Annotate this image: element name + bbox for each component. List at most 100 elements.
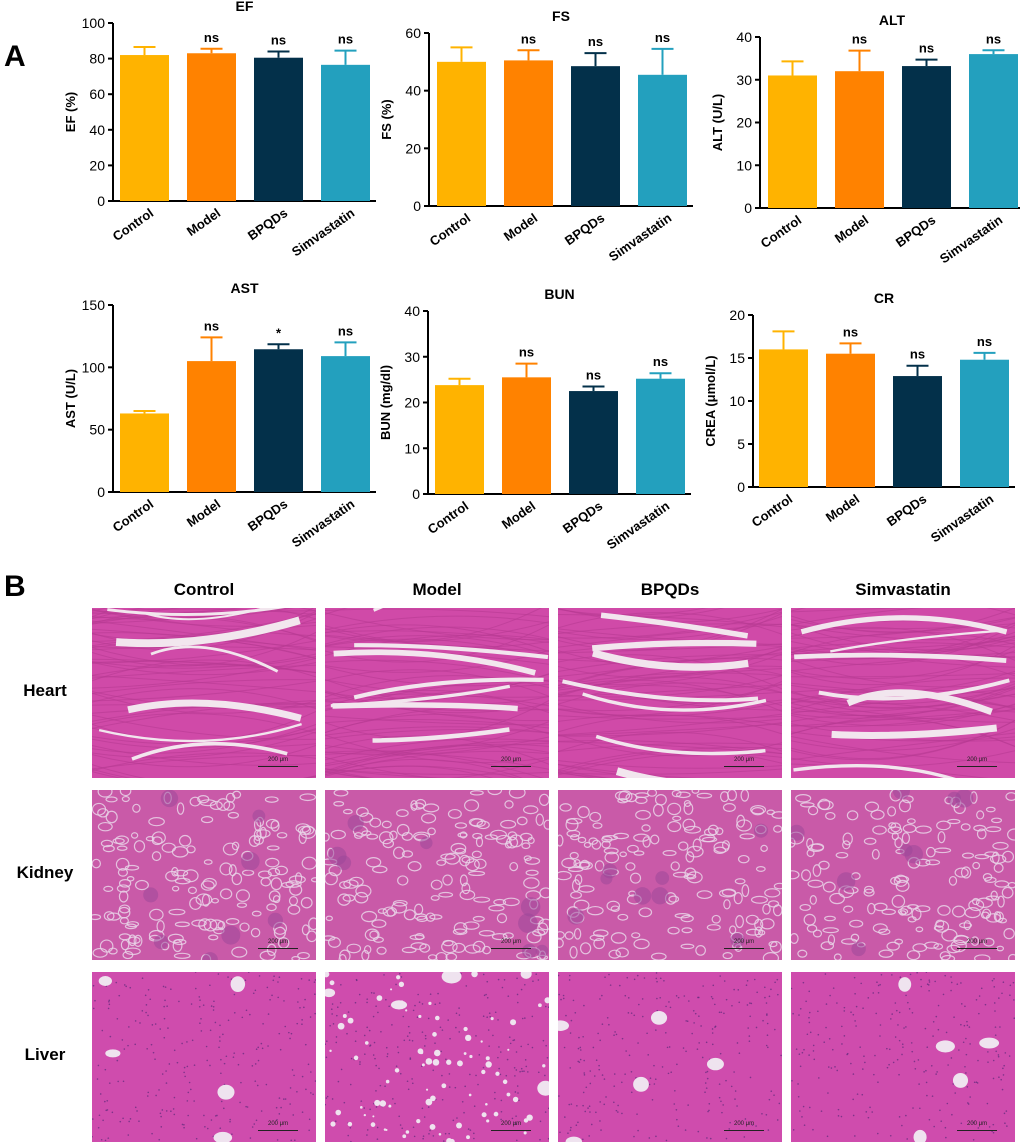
x-tick-label: Model	[823, 491, 862, 525]
y-tick-label: 0	[413, 198, 421, 214]
scale-bar	[258, 948, 298, 949]
x-tick-label: Control	[110, 496, 156, 535]
y-tick-label: 100	[82, 15, 106, 31]
y-tick-label: 20	[405, 140, 421, 156]
scale-bar-label: 200 μm	[501, 757, 522, 763]
histology-column-title: Model	[412, 580, 462, 599]
significance-label: ns	[271, 32, 286, 47]
bar-model	[187, 53, 236, 202]
significance-label: ns	[586, 367, 601, 382]
scale-bar-label: 200 μm	[967, 1121, 988, 1127]
bar-control	[435, 385, 484, 494]
y-tick-label: 60	[89, 86, 105, 102]
bar-bpqds	[254, 349, 303, 492]
chart-alt: ALT 0 10 20 30 40 ALT (U/L) Control ns Model ns BPQ…	[710, 12, 1020, 266]
y-tick-label: 0	[97, 484, 105, 500]
x-tick-label: Control	[758, 212, 804, 251]
chart-title: FS	[552, 8, 570, 24]
histology-image-kidney-model: 200 μm	[325, 790, 549, 960]
significance-label: ns	[986, 31, 1001, 46]
chart-ast: AST 0 50 100 150 AST (U/L) Control ns Model * BPQD…	[63, 280, 376, 550]
chart-cr: CR 0 5 10 15 20 CREA (μmol/L) Control ns Model ns B…	[703, 290, 1015, 545]
histology-image-liver-control: 200 μm	[92, 972, 316, 1142]
x-tick-label: Simvastatin	[928, 491, 996, 545]
chart-title: AST	[231, 280, 259, 296]
significance-label: ns	[338, 32, 353, 47]
scale-bar	[724, 1130, 764, 1131]
x-tick-label: BPQDs	[893, 212, 938, 250]
scale-bar	[258, 1130, 298, 1131]
significance-label: ns	[588, 34, 603, 49]
histology-image-kidney-bpqds: 200 μm	[558, 790, 782, 960]
bar-bpqds	[893, 376, 942, 487]
bar-model	[502, 377, 551, 494]
y-tick-label: 20	[404, 395, 420, 411]
chart-bun: BUN 0 10 20 30 40 BUN (mg/dl) Control ns Model ns B…	[378, 286, 691, 552]
y-tick-label: 60	[405, 25, 421, 41]
y-axis-label: BUN (mg/dl)	[378, 365, 393, 440]
scale-bar-label: 200 μm	[734, 757, 755, 763]
significance-label: ns	[204, 30, 219, 45]
histology-row-title: Kidney	[16, 863, 74, 882]
y-tick-label: 10	[736, 157, 752, 173]
x-tick-label: Simvastatin	[604, 498, 672, 552]
y-axis-label: CREA (μmol/L)	[703, 355, 718, 446]
scale-bar	[957, 1130, 997, 1131]
panel-label-b: B	[4, 570, 26, 603]
y-tick-label: 150	[82, 297, 106, 313]
bar-model	[835, 71, 884, 208]
histology-image-liver-model: 200 μm	[325, 972, 549, 1142]
bar-control	[768, 75, 817, 208]
scale-bar-label: 200 μm	[734, 1121, 755, 1127]
significance-label: ns	[919, 41, 934, 56]
chart-title: BUN	[544, 286, 574, 302]
x-tick-label: BPQDs	[245, 496, 290, 534]
bar-control	[120, 55, 169, 201]
scale-bar	[957, 766, 997, 767]
bar-bpqds	[569, 391, 618, 494]
y-tick-label: 80	[89, 51, 105, 67]
histology-column-title: Simvastatin	[855, 580, 951, 599]
histology-column-title: Control	[173, 580, 235, 599]
x-tick-label: Model	[499, 498, 538, 532]
y-tick-label: 20	[89, 157, 105, 173]
significance-label: ns	[655, 30, 670, 45]
y-axis-label: EF (%)	[63, 92, 78, 132]
y-tick-label: 50	[89, 422, 105, 438]
significance-label: ns	[910, 347, 925, 362]
x-tick-label: Simvastatin	[606, 210, 674, 264]
bar-simvastatin	[321, 356, 370, 492]
significance-label: ns	[519, 345, 534, 360]
y-tick-label: 20	[729, 307, 745, 323]
bar-control	[759, 349, 808, 487]
x-tick-label: Control	[110, 205, 156, 244]
significance-label: ns	[521, 31, 536, 46]
x-tick-label: Model	[832, 212, 871, 246]
chart-fs: FS 0 20 40 60 FS (%) Control ns Model ns BPQDs ns Si…	[379, 8, 693, 264]
scale-bar	[258, 766, 298, 767]
histology-row-title: Heart	[23, 681, 67, 700]
y-axis-label: FS (%)	[379, 99, 394, 139]
significance-label: ns	[204, 318, 219, 333]
bar-model	[187, 361, 236, 492]
histology-image-heart-bpqds: 200 μm	[558, 608, 782, 778]
histology-image-kidney-simvastatin: 200 μm	[791, 790, 1015, 960]
x-tick-label: Simvastatin	[937, 212, 1005, 266]
y-axis-label: AST (U/L)	[63, 369, 78, 428]
scale-bar	[724, 766, 764, 767]
scale-bar	[491, 948, 531, 949]
bar-model	[826, 353, 875, 487]
scale-bar-label: 200 μm	[268, 1121, 289, 1127]
bar-simvastatin	[969, 54, 1018, 208]
histology-image-heart-control: 200 μm	[92, 608, 316, 778]
y-tick-label: 0	[744, 200, 752, 216]
y-tick-label: 30	[736, 72, 752, 88]
scale-bar-label: 200 μm	[501, 939, 522, 945]
scale-bar	[724, 948, 764, 949]
histology-image-liver-simvastatin: 200 μm	[791, 972, 1015, 1142]
scale-bar	[491, 766, 531, 767]
y-tick-label: 100	[82, 359, 106, 375]
significance-label: ns	[852, 32, 867, 47]
